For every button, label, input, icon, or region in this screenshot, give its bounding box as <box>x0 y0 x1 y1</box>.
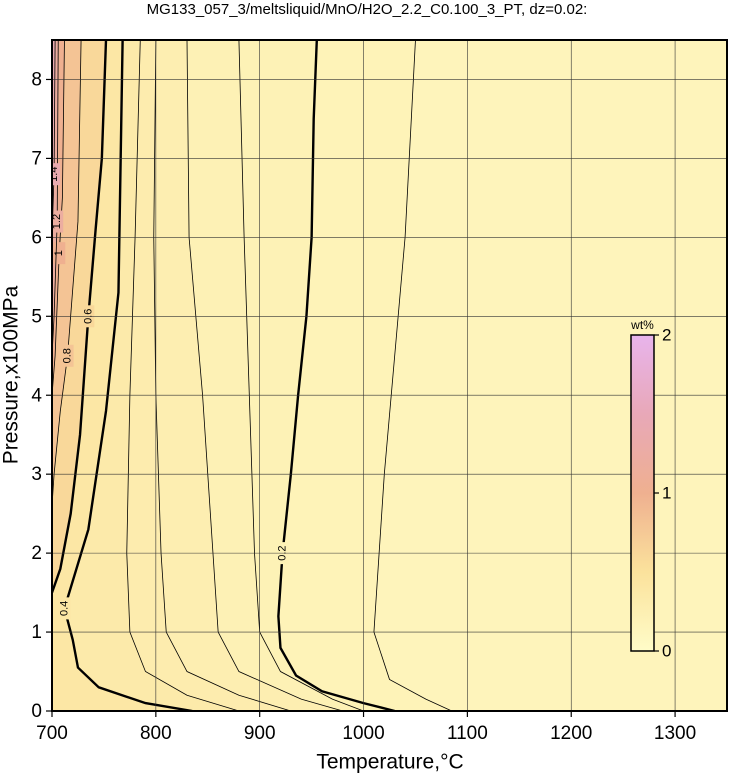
contour-label-bg <box>52 210 64 233</box>
contour-line <box>52 40 82 506</box>
x-tick-label: 900 <box>244 723 276 744</box>
overlay: 700 800 900 1000 1100 1200 1300 0 1 2 3 4 5 6 7 8 wt% 0 1 2 <box>31 39 728 744</box>
contour-label-bg <box>58 597 71 620</box>
contour-line <box>238 40 364 711</box>
plot-frame <box>51 39 728 712</box>
contour-line <box>52 40 108 593</box>
contour-label-text: 0.4 <box>58 601 70 616</box>
colorbar-label: wt% <box>630 318 654 332</box>
x-axis-label: Temperature,°C <box>316 751 463 774</box>
contour-label-text: 1 <box>53 250 65 256</box>
x-tick-label: 1300 <box>654 723 696 744</box>
y-tick-label: 0 <box>31 701 42 722</box>
contour-label: 0.4 <box>58 597 71 620</box>
x-tick-label: 1100 <box>447 723 488 744</box>
x-tick-label: 700 <box>36 723 68 744</box>
y-tick-label: 8 <box>31 69 42 90</box>
contour-line <box>52 40 59 356</box>
chart-title: MG133_057_3/meltsliquid/MnO/H2O_2.2_C0.1… <box>147 1 588 18</box>
colorbar-tick-label: 2 <box>662 325 671 344</box>
contour-label-text: 1.4 <box>48 167 60 182</box>
contour-label: 1 <box>53 242 66 265</box>
contour-label: 1.2 <box>51 210 64 233</box>
contour-label-bg <box>52 163 61 186</box>
contour-line <box>186 40 343 711</box>
plot-area: 0.20.40.60.811.21.4 <box>48 40 727 711</box>
contour-line <box>126 40 240 711</box>
colorbar-tick-label: 1 <box>662 483 671 502</box>
contour-label-text: 0.8 <box>61 348 73 363</box>
colorbar <box>630 334 655 652</box>
y-tick-label: 2 <box>31 543 42 564</box>
contour-label: 1.4 <box>48 163 61 186</box>
contour-label-text: 1.2 <box>51 214 63 229</box>
y-tick-label: 5 <box>31 306 42 327</box>
y-tick-label: 7 <box>31 148 42 169</box>
x-tick-label: 1000 <box>342 723 384 744</box>
y-tick-label: 4 <box>31 385 42 406</box>
y-tick-label: 1 <box>31 622 42 643</box>
contour-line <box>153 40 291 711</box>
contour-line <box>63 40 193 711</box>
contour-label-bg <box>61 344 74 367</box>
contour-label: 0.8 <box>61 344 74 367</box>
x-tick-label: 1200 <box>550 723 592 744</box>
y-axis-label: Pressure,x100MPa <box>0 285 23 464</box>
x-tick-label: 800 <box>140 723 172 744</box>
y-tick-label: 3 <box>31 464 42 485</box>
colorbar-tick-label: 0 <box>662 641 671 660</box>
y-tick-label: 6 <box>31 227 42 248</box>
